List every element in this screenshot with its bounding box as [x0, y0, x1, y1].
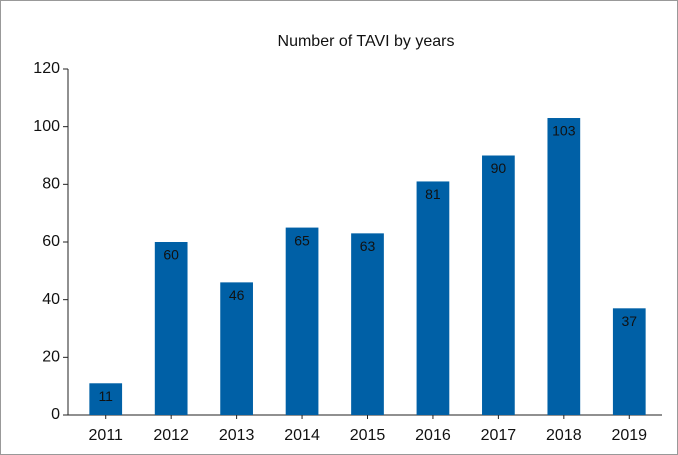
x-tick-label: 2015 — [350, 427, 386, 444]
data-label: 81 — [425, 186, 441, 202]
data-label: 63 — [360, 238, 376, 254]
chart-title: Number of TAVI by years — [278, 33, 455, 50]
x-tick-label: 2014 — [284, 427, 320, 444]
x-tick-label: 2012 — [153, 427, 189, 444]
bar — [285, 227, 319, 415]
bar — [612, 308, 646, 415]
data-label: 90 — [491, 160, 507, 176]
bar — [547, 118, 581, 416]
x-tick-label: 2013 — [219, 427, 255, 444]
y-tick-label: 120 — [33, 60, 60, 77]
bar — [154, 242, 188, 415]
y-tick-label: 40 — [42, 291, 60, 308]
bar — [482, 155, 515, 415]
y-tick-label: 80 — [42, 176, 60, 193]
data-label: 65 — [294, 232, 310, 248]
x-tick-label: 2018 — [546, 427, 582, 444]
y-tick-label: 60 — [42, 233, 60, 250]
bar — [351, 233, 384, 415]
bar — [220, 282, 253, 415]
y-tick-label: 100 — [33, 118, 60, 135]
y-tick-label: 0 — [51, 406, 60, 423]
bar — [416, 181, 450, 415]
x-tick-label: 2017 — [481, 427, 517, 444]
x-tick-label: 2019 — [611, 427, 647, 444]
y-tick-label: 20 — [42, 349, 60, 366]
data-label: 46 — [229, 287, 245, 303]
x-tick-label: 2011 — [89, 427, 124, 444]
bar — [89, 383, 123, 415]
x-tick-label: 2016 — [415, 427, 451, 444]
data-label: 60 — [163, 247, 179, 263]
data-label: 11 — [98, 388, 113, 404]
data-label: 103 — [552, 123, 576, 139]
data-label: 37 — [621, 313, 637, 329]
